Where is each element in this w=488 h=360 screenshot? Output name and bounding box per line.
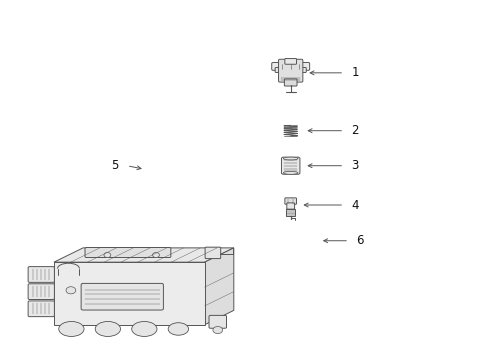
Polygon shape xyxy=(54,248,233,262)
Bar xyxy=(286,208,294,216)
FancyBboxPatch shape xyxy=(28,267,54,282)
FancyBboxPatch shape xyxy=(286,203,294,209)
Text: 6: 6 xyxy=(356,234,363,247)
Ellipse shape xyxy=(131,321,157,337)
FancyBboxPatch shape xyxy=(85,248,170,257)
Circle shape xyxy=(66,287,76,294)
FancyBboxPatch shape xyxy=(275,67,305,72)
Polygon shape xyxy=(54,262,204,325)
Ellipse shape xyxy=(283,171,297,174)
FancyBboxPatch shape xyxy=(278,59,302,82)
Text: 5: 5 xyxy=(110,159,118,172)
FancyBboxPatch shape xyxy=(271,63,309,70)
Circle shape xyxy=(152,252,159,257)
Ellipse shape xyxy=(59,321,84,337)
FancyBboxPatch shape xyxy=(81,283,163,310)
Ellipse shape xyxy=(168,323,188,335)
Circle shape xyxy=(104,252,111,257)
Polygon shape xyxy=(204,248,233,325)
FancyBboxPatch shape xyxy=(285,198,296,204)
Ellipse shape xyxy=(283,157,297,160)
FancyBboxPatch shape xyxy=(204,247,220,258)
Text: 4: 4 xyxy=(351,198,358,212)
FancyBboxPatch shape xyxy=(285,59,296,64)
Text: 3: 3 xyxy=(351,159,358,172)
Ellipse shape xyxy=(95,321,120,337)
FancyBboxPatch shape xyxy=(28,301,54,317)
Circle shape xyxy=(212,327,222,334)
Text: 2: 2 xyxy=(351,124,358,137)
FancyBboxPatch shape xyxy=(284,79,296,86)
Text: 1: 1 xyxy=(351,66,358,79)
FancyBboxPatch shape xyxy=(208,315,226,328)
FancyBboxPatch shape xyxy=(281,157,299,174)
FancyBboxPatch shape xyxy=(28,284,54,300)
